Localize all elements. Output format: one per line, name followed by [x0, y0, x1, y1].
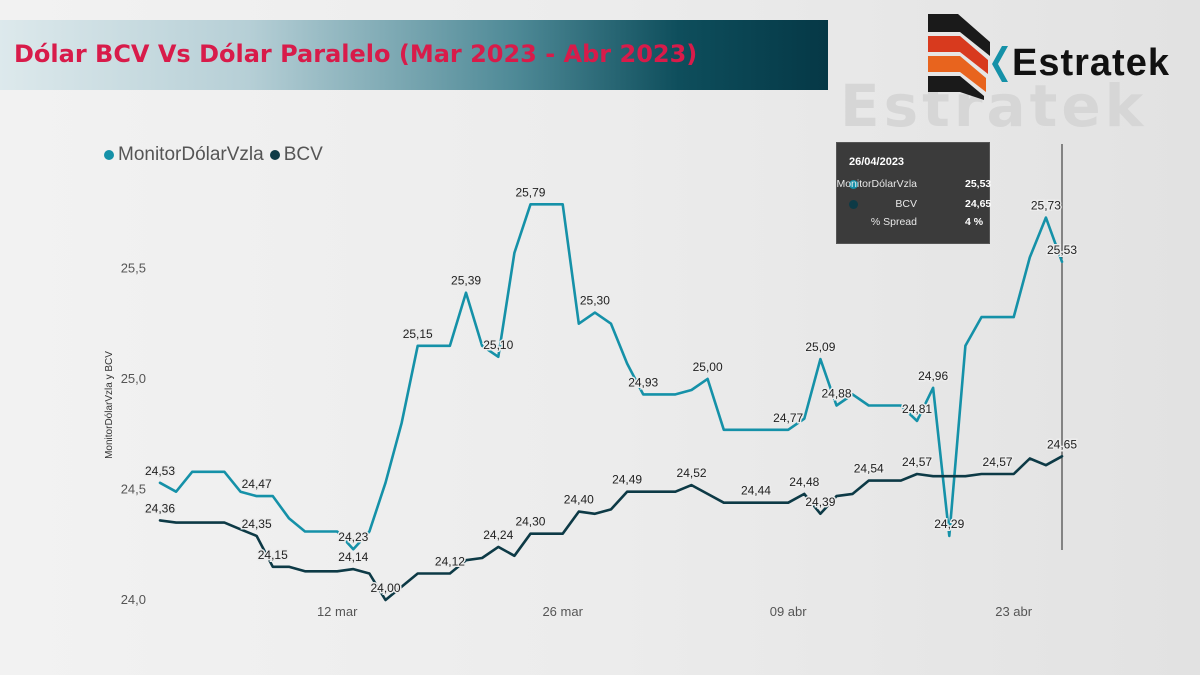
y-tick-label: 25,5	[121, 260, 146, 275]
x-tick-label: 12 mar	[317, 604, 358, 619]
data-label-monitor: 24,53	[145, 464, 175, 478]
tooltip-marker-bcv	[849, 200, 858, 209]
x-tick-label: 23 abr	[995, 604, 1033, 619]
tooltip-value-bcv: 24,65	[965, 198, 992, 210]
data-label-monitor: 24,23	[338, 530, 368, 544]
data-label-monitor: 24,93	[628, 375, 658, 389]
legend-item-bcv[interactable]: BCV	[269, 144, 323, 166]
data-label-monitor: 24,81	[902, 402, 932, 416]
chart-legend: MonitorDólarVzla BCV	[104, 144, 329, 166]
tooltip-row-bcv: BCV 24,65	[837, 197, 991, 213]
data-label-monitor: 25,79	[515, 185, 545, 199]
data-label-bcv: 24,40	[564, 493, 594, 507]
background-watermark: Estratek	[840, 72, 1148, 140]
data-label-bcv: 24,65	[1047, 437, 1077, 451]
y-axis-title: MonitorDólarVzla y BCV	[104, 351, 115, 459]
data-label-bcv: 24,24	[483, 528, 513, 542]
title-bar	[0, 20, 828, 90]
legend-label-bcv: BCV	[283, 144, 323, 165]
y-tick-label: 24,0	[121, 592, 146, 607]
y-tick-label: 25,0	[121, 371, 146, 386]
data-label-monitor: 25,00	[693, 360, 723, 374]
tooltip-marker-monitor	[849, 180, 858, 189]
tooltip-value-spread: 4 %	[965, 216, 984, 228]
data-label-bcv: 24,57	[983, 455, 1013, 469]
data-label-bcv: 24,44	[741, 484, 771, 498]
data-label-bcv: 24,15	[258, 548, 288, 562]
series-line-bcv	[158, 454, 1064, 602]
legend-marker-bcv	[269, 150, 280, 160]
data-label-bcv: 24,39	[805, 495, 835, 509]
tooltip-row-monitor: MonitorDólarVzla 25,53	[836, 177, 992, 193]
chart-tooltip: 26/04/2023 MonitorDólarVzla 25,53 BCV 24…	[836, 142, 992, 244]
data-label-bcv: 24,12	[435, 554, 465, 568]
data-label-monitor: 25,30	[580, 294, 610, 308]
tooltip-row-spread: % Spread 4 %	[837, 215, 991, 231]
data-label-bcv: 24,14	[338, 550, 368, 564]
x-tick-label: 09 abr	[770, 604, 808, 619]
data-label-bcv: 24,52	[677, 466, 707, 480]
tooltip-label-spread: % Spread	[870, 216, 917, 228]
data-label-monitor: 24,47	[242, 477, 272, 491]
data-label-bcv: 24,48	[789, 475, 819, 489]
data-label-monitor: 25,73	[1031, 199, 1061, 213]
data-label-monitor: 24,29	[934, 517, 964, 531]
legend-marker-monitor	[104, 150, 114, 160]
tooltip-label-monitor: MonitorDólarVzla	[836, 178, 917, 190]
estratek-logo-icon	[928, 14, 1008, 100]
data-label-monitor: 24,77	[773, 411, 803, 425]
data-label-monitor: 25,15	[403, 327, 433, 341]
data-label-bcv: 24,35	[242, 517, 272, 531]
data-label-bcv: 24,30	[515, 515, 545, 529]
data-label-bcv: 24,00	[370, 581, 400, 595]
tooltip-date: 26/04/2023	[849, 156, 905, 168]
logo-text: Estratek	[1012, 42, 1170, 84]
data-label-monitor: 25,39	[451, 274, 481, 288]
data-label-monitor: 25,53	[1047, 243, 1077, 257]
legend-item-monitor[interactable]: MonitorDólarVzla	[104, 144, 264, 166]
data-label-bcv: 24,36	[145, 501, 175, 515]
data-label-bcv: 24,49	[612, 473, 642, 487]
data-label-bcv: 24,54	[854, 462, 884, 476]
page-title: Dólar BCV Vs Dólar Paralelo (Mar 2023 - …	[14, 40, 698, 68]
data-label-monitor: 25,10	[483, 338, 513, 352]
legend-label-monitor: MonitorDólarVzla	[118, 144, 264, 165]
data-label-monitor: 24,88	[821, 386, 851, 400]
x-tick-label: 26 mar	[542, 604, 583, 619]
tooltip-value-monitor: 25,53	[965, 178, 992, 190]
series-line-monitor	[158, 203, 1064, 551]
tooltip-label-bcv: BCV	[895, 198, 917, 210]
data-label-bcv: 24,57	[902, 455, 932, 469]
y-tick-label: 24,5	[121, 481, 146, 496]
data-label-monitor: 24,96	[918, 369, 948, 383]
data-label-monitor: 25,09	[805, 340, 835, 354]
